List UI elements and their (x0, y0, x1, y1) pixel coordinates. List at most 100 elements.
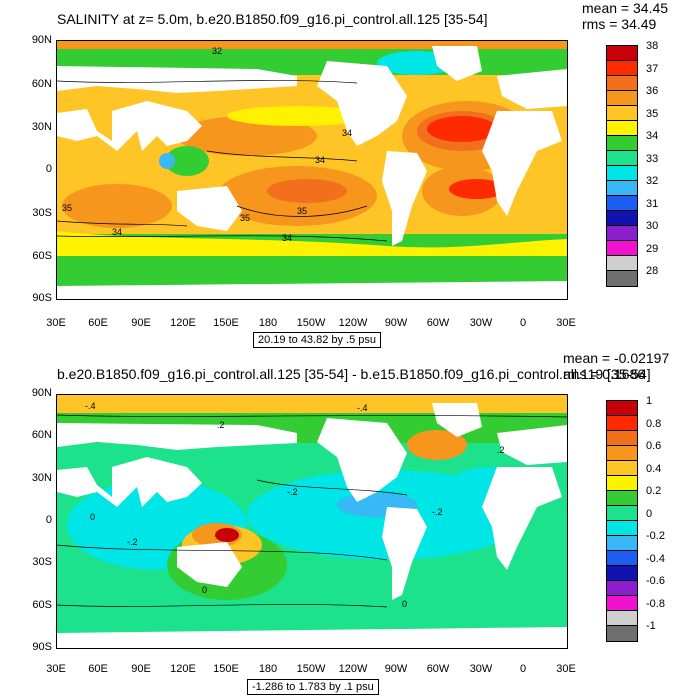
colorbar-label: 32 (646, 175, 659, 187)
lon-label: 60E (88, 317, 108, 329)
colorbar-swatch (607, 566, 637, 581)
land-siberia (57, 423, 297, 450)
contour-label: -.2 (432, 507, 443, 517)
colorbar-swatch (607, 226, 637, 241)
colorbar-label: 0.4 (646, 462, 662, 475)
lat-label: 60S (32, 250, 52, 262)
colorbar-swatch (607, 106, 637, 121)
lon-label: 0 (519, 663, 527, 675)
lon-label: 60W (426, 317, 450, 329)
colorbar-swatch (607, 256, 637, 271)
contour-label: -.2 (287, 487, 298, 497)
land-europe (497, 69, 567, 109)
difference-panel: mean = -0.02197 rms = 0.1686 b.e20.B1850… (0, 350, 700, 700)
land-siberia (57, 66, 297, 93)
lat-label: 30N (31, 472, 52, 484)
panel2-rms: rms = 0.1686 (563, 366, 646, 382)
panel2-title: b.e20.B1850.f09_g16.pi_control.all.125 [… (57, 366, 651, 382)
contour-label: 0 (90, 512, 95, 522)
bay-of-bengal-fresh (159, 153, 175, 169)
lat-label: 30S (32, 207, 52, 219)
contour-label: -.4 (85, 401, 96, 411)
lon-label: 120W (338, 663, 368, 675)
colorbar-label: 34 (646, 130, 659, 142)
contour-label: .2 (497, 445, 505, 455)
land-south-america (382, 151, 427, 246)
contour-label: 34 (282, 233, 292, 243)
colorbar-label: 36 (646, 85, 659, 97)
colorbar-swatch (607, 431, 637, 446)
land-north-america (317, 418, 407, 502)
lon-label: 120E (170, 663, 196, 675)
lon-label: 30E (556, 663, 576, 675)
lon-label: 30W (469, 663, 493, 675)
panel2-range-box: -1.286 to 1.783 by .1 psu (247, 679, 379, 695)
land-antarctica (57, 627, 567, 648)
colorbar-swatch (607, 401, 637, 416)
lon-label: 150W (296, 317, 326, 329)
lon-label: 60W (426, 663, 450, 675)
colorbar-swatch (607, 626, 637, 641)
colorbar-swatch (607, 521, 637, 536)
north-pacific-high (177, 116, 317, 156)
colorbar-label: 28 (646, 265, 659, 277)
colorbar-swatch (607, 596, 637, 611)
colorbar-swatch (607, 536, 637, 551)
contour-label: 35 (297, 206, 307, 216)
colorbar-swatch (607, 271, 637, 286)
lon-label: 150E (213, 663, 239, 675)
colorbar-swatch (607, 136, 637, 151)
colorbar-swatch (607, 476, 637, 491)
colorbar-label: 1 (646, 395, 653, 407)
colorbar-swatch (607, 446, 637, 461)
contour-line (57, 235, 388, 242)
contour-line (57, 544, 388, 561)
indian-ocean-high (62, 184, 172, 228)
difference-field-svg: -.4 -.4 .2 .2 -.2 -.2 0 0 0 -.2 (57, 395, 567, 648)
salinity-map: 32 34 34 35 35 34 34 35 (56, 40, 568, 300)
lon-label: 30E (46, 317, 66, 329)
colorbar-label: 0.8 (646, 417, 662, 430)
colorbar-swatch (607, 151, 637, 166)
contour-line (236, 205, 368, 217)
panel1-title: SALINITY at z= 5.0m, b.e20.B1850.f09_g16… (57, 11, 488, 27)
colorbar-swatch (607, 506, 637, 521)
lon-label: 180 (258, 317, 278, 329)
colorbar-swatch (607, 76, 637, 91)
colorbar-label: -0.6 (646, 575, 665, 587)
colorbar-label: 35 (646, 107, 659, 120)
colorbar-label: 37 (646, 62, 659, 75)
land-south-america (382, 507, 427, 600)
colorbar-label: 0.6 (646, 440, 662, 452)
lat-label: 30S (32, 556, 52, 568)
lat-label: 0 (45, 163, 52, 175)
land-europe (497, 425, 567, 465)
lon-label: 120E (170, 317, 196, 329)
colorbar-label: 38 (646, 40, 659, 52)
colorbar-label: -1 (646, 620, 656, 632)
lon-label: 30E (46, 663, 66, 675)
contour-label: 35 (240, 213, 250, 223)
south-pacific-max (267, 179, 347, 203)
land-africa (482, 467, 562, 570)
contour-label: 0 (202, 585, 207, 595)
contour-line (206, 150, 358, 162)
lat-label: 60S (32, 599, 52, 611)
colorbar-label: 30 (646, 220, 659, 232)
lon-label: 90E (131, 663, 151, 675)
panel1-rms: rms = 34.49 (582, 16, 657, 32)
salinity-panel: SALINITY at z= 5.0m, b.e20.B1850.f09_g16… (0, 0, 700, 348)
land-australia (177, 186, 242, 231)
colorbar-swatch (607, 551, 637, 566)
contour-label: 34 (342, 128, 352, 138)
land-antarctica (57, 281, 567, 299)
panel2-mean: mean = -0.02197 (563, 350, 670, 366)
contour-label: -.4 (357, 403, 368, 413)
contour-line (57, 220, 188, 227)
north-atlantic-positive (407, 430, 467, 460)
colorbar-label: -0.4 (646, 552, 665, 565)
lon-label: 60E (88, 663, 108, 675)
lon-label: 180 (258, 663, 278, 675)
panel1-mean: mean = 34.45 (582, 0, 669, 16)
colorbar-label: -0.8 (646, 597, 665, 610)
